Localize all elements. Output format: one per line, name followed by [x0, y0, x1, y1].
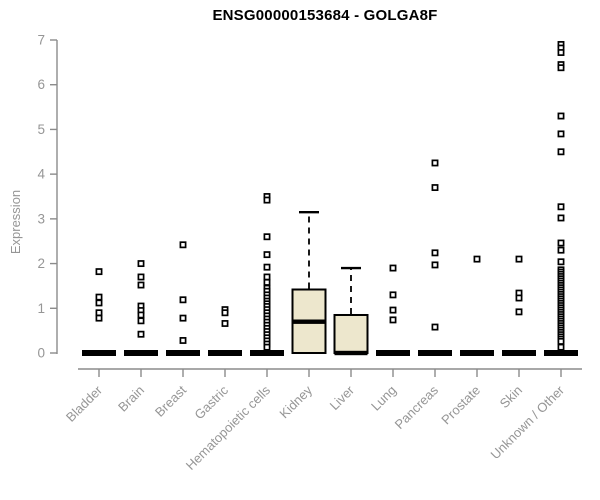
outlier-point	[137, 317, 145, 325]
outlier-point	[431, 249, 439, 257]
outlier-point	[431, 323, 439, 331]
median-line	[292, 319, 326, 324]
category-label: Breast	[152, 382, 189, 419]
outlier-point	[389, 264, 397, 272]
collapsed-box	[82, 350, 116, 356]
collapsed-box	[124, 350, 158, 356]
outlier-point	[515, 294, 523, 302]
collapsed-box	[502, 350, 536, 356]
outlier-point	[557, 337, 565, 345]
category-label: Kidney	[276, 382, 315, 421]
outlier-point	[557, 246, 565, 254]
outlier-point	[431, 159, 439, 167]
outlier-point	[389, 306, 397, 314]
y-tick-label: 6	[37, 77, 45, 92]
collapsed-box	[250, 350, 284, 356]
outlier-point	[557, 239, 565, 247]
chart-title: ENSG00000153684 - GOLGA8F	[212, 7, 438, 24]
outlier-point	[557, 49, 565, 56]
outlier-point	[179, 296, 187, 304]
collapsed-box	[418, 350, 452, 356]
outlier-point	[263, 263, 271, 271]
outlier-point	[221, 320, 229, 327]
outlier-point	[137, 260, 145, 268]
outlier-point	[557, 214, 565, 222]
outlier-point	[95, 268, 103, 276]
outlier-point	[263, 251, 271, 259]
median-line	[334, 350, 368, 356]
outlier-point	[557, 64, 565, 72]
outlier-point	[389, 291, 397, 299]
outlier-point	[557, 112, 565, 120]
category-label: Skin	[497, 383, 525, 411]
y-tick-label: 5	[37, 122, 45, 137]
category-label: Gastric	[191, 382, 231, 422]
collapsed-box	[166, 350, 200, 356]
outlier-point	[137, 330, 145, 338]
category-label: Prostate	[438, 383, 483, 428]
outlier-point	[557, 203, 565, 211]
outlier-point	[179, 337, 187, 344]
outlier-point	[95, 293, 103, 301]
outlier-point	[389, 316, 397, 324]
outlier-point	[515, 308, 523, 316]
collapsed-box	[376, 350, 410, 356]
outlier-point	[179, 314, 187, 322]
box	[333, 313, 369, 354]
y-tick-label: 0	[37, 346, 45, 361]
outlier-point	[263, 233, 271, 241]
category-label: Pancreas	[392, 382, 442, 432]
outlier-point	[557, 148, 565, 156]
outlier-point	[557, 258, 565, 266]
outlier-point	[95, 299, 103, 307]
y-tick-label: 3	[37, 211, 45, 226]
outlier-point	[557, 343, 565, 351]
outlier-point	[137, 273, 145, 281]
outlier-point	[263, 273, 271, 281]
outlier-point	[263, 278, 271, 286]
outlier-point	[263, 343, 271, 351]
y-tick-label: 1	[37, 301, 45, 316]
y-tick-label: 7	[37, 33, 45, 48]
collapsed-box	[208, 350, 242, 356]
y-tick-label: 2	[37, 256, 45, 271]
outlier-point	[95, 314, 103, 322]
outlier-point	[557, 130, 565, 138]
outlier-point	[431, 184, 439, 192]
category-label: Unknown / Other	[488, 382, 568, 462]
outlier-point	[473, 255, 481, 263]
outlier-point	[95, 309, 103, 317]
category-label: Brain	[115, 383, 147, 415]
outlier-point	[263, 196, 271, 204]
outlier-point	[179, 241, 187, 249]
outlier-point	[137, 311, 145, 319]
category-label: Liver	[327, 382, 358, 413]
outlier-point	[221, 309, 229, 317]
y-tick-label: 4	[37, 167, 45, 182]
outlier-point	[515, 255, 523, 263]
outlier-point	[137, 281, 145, 289]
collapsed-box	[460, 350, 494, 356]
category-label: Lung	[368, 383, 399, 414]
category-label: Bladder	[63, 382, 106, 425]
outlier-point	[431, 261, 439, 269]
collapsed-box	[544, 350, 578, 356]
